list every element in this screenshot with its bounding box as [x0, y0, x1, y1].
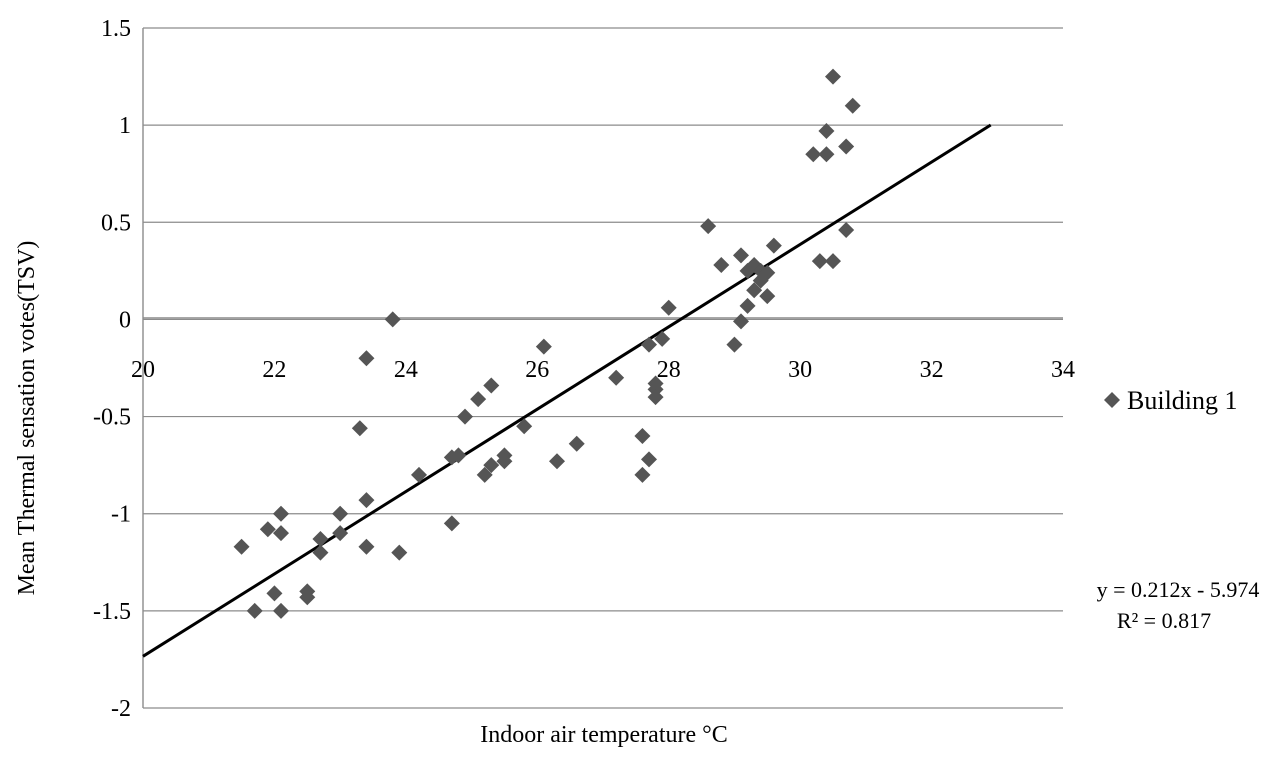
y-tick-label: 0 [119, 307, 131, 333]
data-point [641, 451, 657, 468]
y-tick-label: -0.5 [93, 405, 131, 431]
y-tick-labels: 1.5 1 0.5 0 -0.5 -1 -1.5 -2 [93, 16, 131, 722]
data-point [818, 146, 835, 163]
trendline [142, 123, 992, 658]
x-tick-labels: 20 22 24 26 28 30 32 34 [131, 357, 1075, 383]
data-point [312, 530, 329, 547]
data-point [739, 297, 756, 314]
y-tick-label: 0.5 [101, 210, 131, 236]
data-point [312, 544, 329, 561]
data-point [805, 146, 822, 163]
data-points [233, 68, 861, 619]
data-point [838, 222, 855, 239]
data-point [299, 589, 316, 606]
data-point [470, 391, 487, 408]
x-tick-label: 34 [1051, 357, 1075, 383]
data-point [332, 505, 349, 522]
x-tick-label: 32 [920, 357, 944, 383]
data-point [608, 369, 625, 386]
data-point [700, 218, 717, 235]
data-point [654, 330, 671, 347]
data-point [358, 538, 375, 555]
trendline-equation: y = 0.212x - 5.974 [1097, 577, 1260, 602]
y-axis-title: Mean Thermal sensation votes(TSV) [14, 241, 40, 596]
data-point [457, 408, 473, 425]
data-point [450, 447, 467, 464]
data-point [391, 544, 408, 561]
data-point [411, 466, 427, 483]
x-tick-label: 30 [788, 357, 812, 383]
x-tick-label: 28 [657, 357, 681, 383]
y-tick-label: -2 [111, 696, 131, 722]
data-point [483, 457, 500, 474]
data-point [713, 257, 730, 274]
data-point [358, 492, 375, 509]
data-point [641, 336, 657, 353]
data-point [496, 453, 513, 470]
data-point [759, 264, 776, 281]
data-point [516, 418, 533, 435]
data-point [811, 253, 828, 270]
data-point [384, 311, 401, 328]
legend-entry-building-1: Building 1 [1127, 386, 1238, 415]
data-point [233, 538, 250, 555]
data-point [647, 389, 664, 406]
trendline-r-squared: R² = 0.817 [1117, 608, 1211, 633]
data-point [549, 453, 565, 470]
data-point [825, 253, 841, 270]
data-point [726, 336, 743, 353]
data-point [273, 525, 289, 542]
data-point [733, 313, 749, 330]
data-point [759, 288, 776, 305]
data-point [634, 428, 651, 444]
data-point [332, 525, 349, 542]
legend-marker-diamond [1104, 392, 1120, 408]
data-point [476, 466, 493, 483]
trendline-group [142, 123, 992, 658]
data-point [634, 466, 651, 483]
data-point [818, 122, 835, 139]
data-point [660, 299, 677, 316]
data-point [266, 585, 283, 602]
x-tick-label: 24 [394, 357, 418, 383]
y-tick-label: -1 [111, 502, 131, 528]
gridlines [143, 27, 1063, 709]
data-point [358, 350, 375, 367]
data-point [259, 521, 276, 538]
x-axis-title: Indoor air temperature °C [480, 722, 728, 748]
data-point [765, 237, 782, 254]
data-point [246, 602, 263, 619]
y-tick-label: 1.5 [101, 16, 131, 42]
y-tick-label: -1.5 [93, 599, 131, 625]
data-point [351, 420, 368, 437]
data-point [733, 247, 749, 264]
data-point [844, 97, 861, 114]
data-point [273, 602, 289, 619]
data-point [483, 377, 500, 394]
axes [142, 28, 1063, 708]
data-point [568, 435, 585, 452]
data-point [443, 515, 460, 532]
legend: Building 1 [1104, 386, 1238, 415]
data-point [825, 68, 841, 85]
y-tick-label: 1 [119, 113, 131, 139]
data-point [746, 282, 763, 299]
data-point [273, 505, 289, 522]
x-tick-label: 22 [262, 357, 286, 383]
data-point [838, 138, 855, 155]
data-point [535, 338, 552, 355]
x-tick-label: 20 [131, 357, 155, 383]
x-tick-label: 26 [525, 357, 549, 383]
